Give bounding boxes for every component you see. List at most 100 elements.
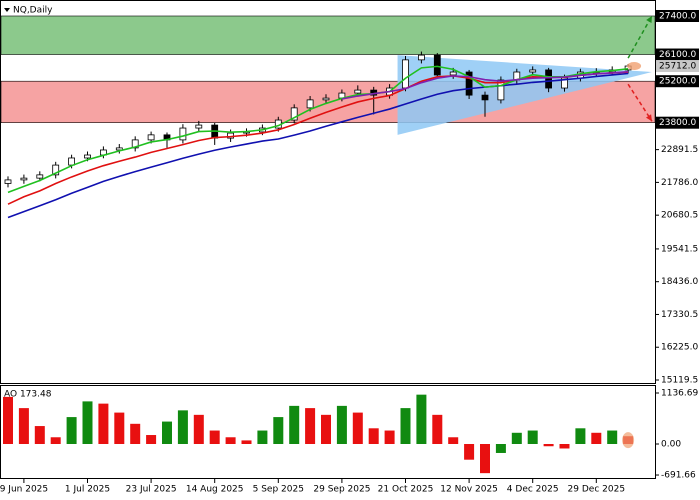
moving-average xyxy=(7,72,629,219)
plot-layer: 22891.5 21786.0 20680.5 19541.5 18436.0 17330… xyxy=(0,9,699,495)
candle-body xyxy=(322,97,330,101)
ao-bar xyxy=(432,414,443,444)
ao-bar xyxy=(416,394,427,444)
candle-body xyxy=(131,139,139,149)
candle-body xyxy=(4,179,12,184)
candle-body xyxy=(354,89,362,94)
x-tick-label: 14 Aug 2025 xyxy=(186,485,244,495)
ao-bar xyxy=(257,430,268,444)
price-level-box xyxy=(656,48,699,61)
y-tick-label: 16225.0 xyxy=(661,343,698,353)
price-level-box xyxy=(656,116,699,129)
ao-bar xyxy=(511,432,522,444)
y-tick-label: 0.00 xyxy=(661,439,681,449)
ao-bar xyxy=(146,435,157,444)
ao-bar xyxy=(3,396,13,444)
ao-bar xyxy=(114,412,125,444)
ao-bar xyxy=(543,443,554,447)
chart-title: NQ,Daily xyxy=(13,6,53,16)
candle-body xyxy=(481,94,489,101)
candle-body xyxy=(195,124,203,129)
ao-bar xyxy=(34,426,45,444)
y-tick-label: 19541.5 xyxy=(661,244,698,254)
last-price-marker xyxy=(627,62,642,71)
y-tick-label: -691.66 xyxy=(661,471,696,481)
price-level-box xyxy=(656,75,699,88)
ao-bar xyxy=(527,430,538,444)
ao-bar xyxy=(575,428,586,444)
ao-bar xyxy=(273,417,284,444)
x-tick-label: 29 Sep 2025 xyxy=(313,485,370,495)
candle-body xyxy=(417,54,425,61)
candle-body xyxy=(147,134,155,141)
ao-bar xyxy=(289,405,300,444)
indicator-title: AO 173.48 xyxy=(4,390,52,400)
ao-bar xyxy=(448,437,459,444)
candle-body xyxy=(545,69,552,89)
ao-bar xyxy=(225,437,236,444)
x-tick-label: 4 Dec 2025 xyxy=(507,485,559,495)
y-tick-label: 15119.5 xyxy=(661,375,698,385)
candle-body xyxy=(449,71,457,76)
candle-body xyxy=(306,99,314,109)
ao-bar xyxy=(591,432,602,444)
x-tick-label: 23 Jul 2025 xyxy=(126,485,177,495)
y-tick-label: 21786.0 xyxy=(661,178,698,188)
moving-average xyxy=(341,70,629,100)
forecast-arrow xyxy=(627,15,653,59)
candle-body xyxy=(433,54,441,76)
ao-bar xyxy=(18,408,29,444)
candle-body xyxy=(179,127,187,141)
last-price-label: 25712.0 xyxy=(659,62,696,72)
arrow-head xyxy=(646,15,652,23)
ao-bar xyxy=(66,417,77,444)
candle-body xyxy=(20,177,28,181)
price-level-label: 25200.0 xyxy=(659,77,696,87)
ao-bar xyxy=(400,408,411,444)
zone xyxy=(0,15,656,55)
ao-bar xyxy=(177,410,188,444)
y-tick-label: 17330.5 xyxy=(661,310,698,320)
candle-body xyxy=(84,154,91,159)
arrow-head xyxy=(645,114,652,122)
candle-body xyxy=(497,79,505,101)
x-tick-label: 1 Jul 2025 xyxy=(65,485,110,495)
ao-bar xyxy=(130,423,141,444)
x-tick-label: 21 Oct 2025 xyxy=(378,485,434,495)
ao-bar xyxy=(193,414,204,444)
ao-bar xyxy=(559,443,570,449)
ao-bar xyxy=(464,443,475,460)
candle-body xyxy=(36,174,44,179)
price-level-box xyxy=(656,9,699,22)
y-tick-label: 22891.5 xyxy=(661,145,698,155)
last-bar-marker xyxy=(622,432,635,449)
candle-body xyxy=(115,147,123,151)
price-level-label: 23800.0 xyxy=(659,118,696,128)
candle-body xyxy=(52,164,60,176)
x-tick-label: 29 Dec 2025 xyxy=(568,485,626,495)
candle-body xyxy=(290,107,298,121)
ao-bar xyxy=(607,430,618,444)
y-tick-label: 18436.0 xyxy=(661,277,698,287)
candle-body xyxy=(529,69,537,73)
forecast-arrow xyxy=(627,83,653,122)
x-tick-label: 5 Sep 2025 xyxy=(253,485,304,495)
symbol-menu-icon[interactable] xyxy=(4,8,10,12)
x-tick-label: 12 Nov 2025 xyxy=(440,485,498,495)
ao-bar xyxy=(98,403,109,444)
price-level-label: 26100.0 xyxy=(659,50,696,60)
last-price-box xyxy=(656,60,699,73)
ao-bar xyxy=(495,443,506,453)
ao-bar xyxy=(321,414,331,444)
ao-bar xyxy=(352,412,363,444)
ao-bar xyxy=(368,428,379,444)
ao-bar xyxy=(162,421,172,444)
moving-average xyxy=(7,65,629,194)
x-tick-label: 9 Jun 2025 xyxy=(0,485,48,495)
ao-bar xyxy=(82,401,93,444)
main-panel xyxy=(0,0,656,384)
candle-body xyxy=(402,59,409,89)
ao-bar xyxy=(384,430,395,444)
price-level-label: 27400.0 xyxy=(659,11,696,21)
